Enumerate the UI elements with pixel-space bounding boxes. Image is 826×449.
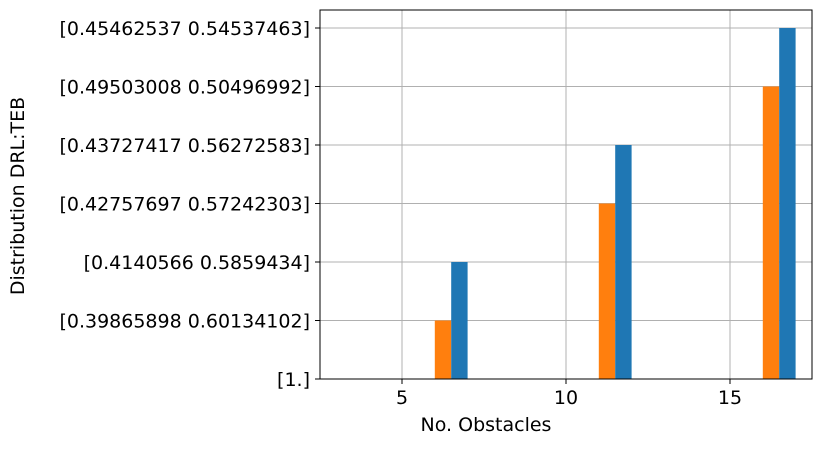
y-tick-label-3: [0.42757697 0.57242303] <box>59 194 310 216</box>
y-tick-label-6: [0.45462537 0.54537463] <box>59 18 310 40</box>
y-axis-label: Distribution DRL:TEB <box>7 97 29 295</box>
y-tick-label-4: [0.43727417 0.56272583] <box>59 135 310 157</box>
ticks: 5 10 15 [1.] [0.39865898 0.60134102] [0.41405… <box>59 18 742 409</box>
bar-series0-1 <box>598 203 616 379</box>
grid-lines <box>320 10 812 380</box>
y-tick-label-1: [0.39865898 0.60134102] <box>59 311 310 333</box>
x-tick-label-2: 15 <box>718 387 742 409</box>
x-tick-label-0: 5 <box>396 387 408 409</box>
y-tick-label-5: [0.49503008 0.50496992] <box>59 77 310 99</box>
bar-series1-1 <box>615 145 632 379</box>
bar-series1-2 <box>779 28 796 379</box>
x-axis-label: No. Obstacles <box>421 414 552 436</box>
bar-series1-0 <box>451 262 468 379</box>
y-tick-label-0: [1.] <box>277 369 310 391</box>
bar-series0-0 <box>434 320 452 379</box>
bar-series0-2 <box>762 86 780 379</box>
y-tick-label-2: [0.4140566 0.5859434] <box>84 252 310 274</box>
bars <box>434 28 796 379</box>
x-tick-label-1: 10 <box>554 387 578 409</box>
